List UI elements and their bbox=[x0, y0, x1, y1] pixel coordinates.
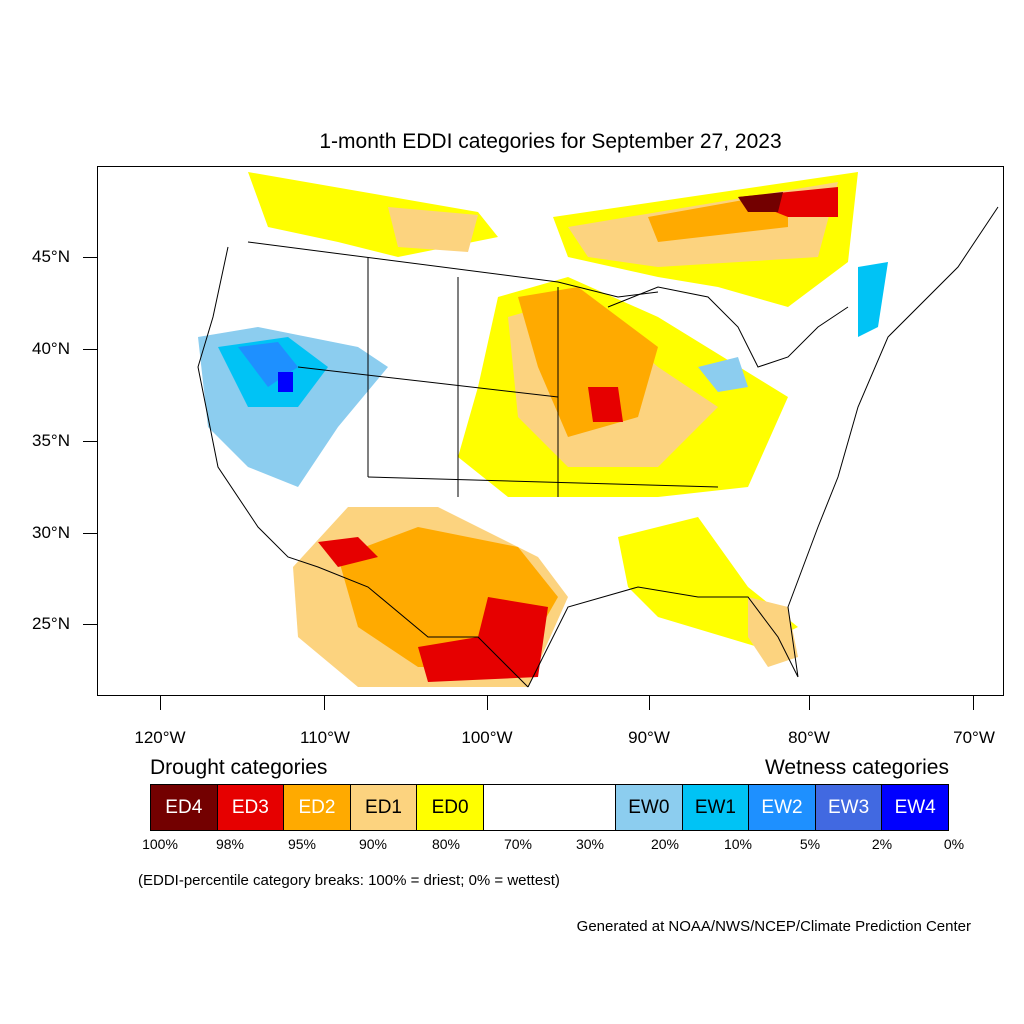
legend-swatch-ew1: EW1 bbox=[682, 785, 750, 830]
category-breaks-note: (EDDI-percentile category breaks: 100% =… bbox=[138, 872, 560, 889]
pct-break-10: 10% bbox=[723, 836, 753, 852]
legend-swatch-ed0: ED0 bbox=[417, 785, 484, 830]
legend-swatch-ed1: ED1 bbox=[350, 785, 418, 830]
wetness-categories-heading: Wetness categories bbox=[764, 756, 949, 779]
lon-tick-120 bbox=[160, 696, 161, 710]
legend-swatch-ed4: ED4 bbox=[151, 785, 218, 830]
lon-label-90: 90°W bbox=[628, 728, 670, 747]
pct-break-30: 30% bbox=[575, 836, 605, 852]
region-ed3-sw bbox=[318, 537, 378, 567]
conus-map-graphic bbox=[197, 172, 999, 688]
lat-label-35: 35°N bbox=[32, 431, 70, 450]
pct-break-80: 80% bbox=[431, 836, 461, 852]
region-ed1-north bbox=[388, 207, 478, 252]
legend-swatch-ew4: EW4 bbox=[882, 785, 948, 830]
category-shading bbox=[198, 172, 888, 687]
state-boundaries bbox=[197, 206, 999, 688]
lat-tick-45 bbox=[83, 257, 97, 258]
great-lakes-outline bbox=[607, 286, 849, 368]
credit-line: Generated at NOAA/NWS/NCEP/Climate Predi… bbox=[576, 918, 971, 935]
lat-label-30: 30°N bbox=[32, 523, 70, 542]
lat-label-45: 45°N bbox=[32, 247, 70, 266]
legend-label-ed1: ED1 bbox=[365, 796, 402, 818]
region-ed4-greatlakes bbox=[738, 192, 783, 212]
legend-label-ew3: EW3 bbox=[827, 796, 870, 818]
region-ed3-midwest bbox=[588, 387, 623, 422]
lat-label-40: 40°N bbox=[32, 339, 70, 358]
lat-tick-25 bbox=[83, 624, 97, 625]
lon-tick-70 bbox=[973, 696, 974, 710]
pct-break-20: 20% bbox=[650, 836, 680, 852]
region-ew0-michigan bbox=[698, 357, 748, 392]
legend-swatch-ed2: ED2 bbox=[284, 785, 351, 830]
category-color-bar: ED4 ED3 ED2 ED1 ED0 EW0 EW1 EW2 EW3 EW4 bbox=[150, 784, 949, 831]
legend-label-ew2: EW2 bbox=[761, 796, 803, 818]
lon-label-70: 70°W bbox=[953, 728, 995, 747]
legend-label-ed3: ED3 bbox=[231, 796, 269, 818]
lon-label-120: 120°W bbox=[134, 728, 186, 747]
pct-break-98: 98% bbox=[215, 836, 245, 852]
pct-break-0: 0% bbox=[943, 836, 965, 852]
legend-label-ew0: EW0 bbox=[628, 796, 670, 818]
legend-swatch-ew2: EW2 bbox=[749, 785, 816, 830]
interior-border-5 bbox=[367, 476, 719, 488]
lat-tick-35 bbox=[83, 441, 97, 442]
lon-tick-80 bbox=[809, 696, 810, 710]
interior-border-4 bbox=[297, 366, 559, 398]
region-ed2-midwest bbox=[518, 287, 658, 437]
legend-swatch-ed3: ED3 bbox=[217, 785, 285, 830]
pct-break-70: 70% bbox=[503, 836, 533, 852]
legend-label-ed0: ED0 bbox=[431, 796, 469, 818]
lon-tick-90 bbox=[649, 696, 650, 710]
legend-swatch-ew3: EW3 bbox=[815, 785, 883, 830]
lon-tick-110 bbox=[324, 696, 325, 710]
pct-break-100: 100% bbox=[142, 836, 178, 852]
legend-swatch-normal bbox=[483, 785, 617, 830]
conus-outline bbox=[197, 206, 999, 688]
lon-label-110: 110°W bbox=[300, 728, 350, 747]
lat-tick-30 bbox=[83, 533, 97, 534]
legend-label-ed2: ED2 bbox=[298, 796, 336, 818]
pct-break-90: 90% bbox=[358, 836, 388, 852]
pct-break-95: 95% bbox=[287, 836, 317, 852]
legend-label-ed4: ED4 bbox=[165, 796, 203, 818]
region-ew4-west bbox=[278, 372, 293, 392]
region-ew1-newengland bbox=[858, 262, 888, 337]
legend-swatch-ew0: EW0 bbox=[616, 785, 683, 830]
lon-label-80: 80°W bbox=[788, 728, 830, 747]
pct-break-2: 2% bbox=[871, 836, 893, 852]
lon-label-100: 100°W bbox=[461, 728, 513, 747]
pct-break-5: 5% bbox=[799, 836, 821, 852]
legend-label-ew4: EW4 bbox=[894, 796, 936, 818]
lat-tick-40 bbox=[83, 349, 97, 350]
drought-categories-heading: Drought categories bbox=[150, 756, 328, 779]
eddi-map bbox=[97, 166, 1004, 696]
map-title: 1-month EDDI categories for September 27… bbox=[319, 130, 782, 153]
region-ed3-texas bbox=[418, 597, 548, 682]
lon-tick-100 bbox=[487, 696, 488, 710]
legend-label-ew1: EW1 bbox=[694, 796, 737, 818]
lat-label-25: 25°N bbox=[32, 614, 70, 633]
